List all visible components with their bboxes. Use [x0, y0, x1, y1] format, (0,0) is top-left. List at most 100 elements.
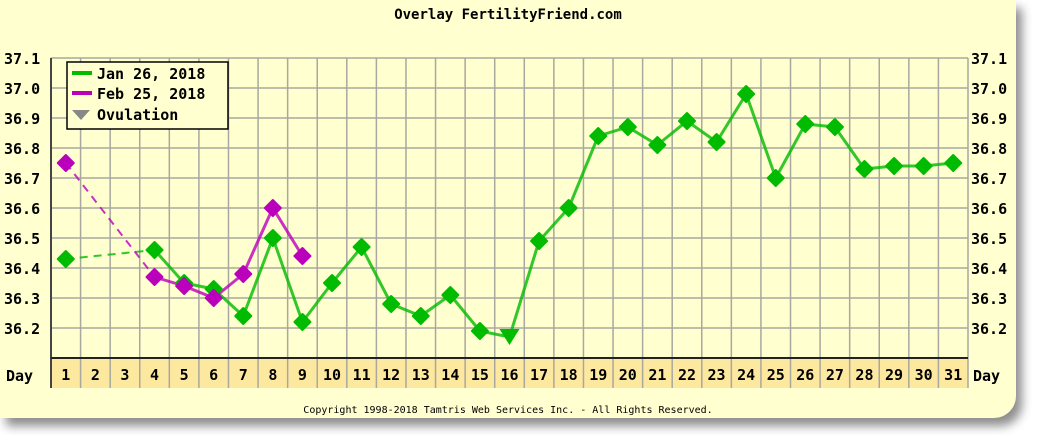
data-point — [234, 307, 253, 325]
x-tick: 23 — [708, 366, 726, 384]
y-tick-right: 37.1 — [971, 50, 1007, 68]
x-tick: 16 — [500, 366, 518, 384]
series-segment — [360, 246, 393, 305]
x-tick: 20 — [619, 366, 637, 384]
x-tick: 18 — [560, 366, 578, 384]
y-tick-right: 36.2 — [971, 320, 1007, 338]
y-tick-right: 36.4 — [971, 260, 1007, 278]
series-segment — [330, 246, 363, 284]
series-segment — [833, 126, 866, 170]
x-tick: 31 — [944, 366, 962, 384]
data-point — [234, 265, 253, 283]
legend-label-feb: Feb 25, 2018 — [97, 85, 205, 103]
series-segment — [567, 135, 600, 209]
data-point — [677, 112, 696, 130]
x-tick: 17 — [530, 366, 548, 384]
data-point — [56, 250, 75, 268]
data-point — [737, 85, 756, 103]
x-tick: 2 — [91, 366, 100, 384]
data-point — [855, 160, 874, 178]
x-axis-label-left: Day — [6, 367, 33, 385]
legend-label-jan: Jan 26, 2018 — [97, 65, 205, 83]
y-tick-right: 36.8 — [971, 140, 1007, 158]
data-point — [56, 154, 75, 172]
x-tick: 10 — [323, 366, 341, 384]
y-tick-left: 36.8 — [4, 140, 40, 158]
y-tick-left: 37.1 — [4, 50, 40, 68]
data-point — [382, 295, 401, 313]
legend-label-ovulation: Ovulation — [97, 106, 178, 124]
x-tick: 5 — [180, 366, 189, 384]
series-segment — [271, 237, 304, 323]
x-tick: 21 — [648, 366, 666, 384]
series-segment — [271, 207, 304, 257]
series-segment — [241, 207, 275, 275]
x-tick: 13 — [412, 366, 430, 384]
chart-title: Overlay FertilityFriend.com — [394, 7, 622, 23]
data-point — [470, 322, 489, 340]
data-point — [589, 127, 608, 145]
data-point — [293, 247, 312, 265]
y-tick-left: 36.4 — [4, 260, 40, 278]
data-point — [618, 118, 637, 136]
x-axis-label-right: Day — [973, 367, 1000, 385]
y-tick-right: 36.5 — [971, 230, 1007, 248]
y-tick-left: 36.6 — [4, 200, 40, 218]
data-point — [944, 154, 963, 172]
x-tick: 25 — [767, 366, 785, 384]
y-tick-left: 36.7 — [4, 170, 40, 188]
x-tick: 9 — [298, 366, 307, 384]
data-point — [796, 115, 815, 133]
ovulation-marker — [499, 329, 520, 345]
data-point — [411, 307, 430, 325]
data-point — [175, 277, 194, 295]
y-tick-right: 36.7 — [971, 170, 1007, 188]
copyright: Copyright 1998-2018 Tamtris Web Services… — [303, 405, 712, 416]
data-point — [559, 199, 578, 217]
data-point — [914, 157, 933, 175]
x-tick: 14 — [441, 366, 459, 384]
x-tick: 27 — [826, 366, 844, 384]
x-tick: 3 — [120, 366, 129, 384]
x-tick: 19 — [589, 366, 607, 384]
series-segment — [241, 237, 275, 317]
data-point — [885, 157, 904, 175]
y-tick-left: 36.2 — [4, 320, 40, 338]
y-tick-right: 36.6 — [971, 200, 1007, 218]
series-segment — [65, 162, 156, 278]
legend: Jan 26, 2018 Feb 25, 2018 Ovulation — [66, 61, 229, 130]
ovulation-triangle-icon — [72, 110, 90, 120]
y-tick-left: 36.3 — [4, 290, 40, 308]
data-point — [766, 169, 785, 187]
x-tick: 28 — [855, 366, 873, 384]
data-point — [648, 136, 667, 154]
y-tick-right: 37.0 — [971, 80, 1007, 98]
x-tick: 8 — [268, 366, 277, 384]
x-tick: 26 — [796, 366, 814, 384]
x-tick: 15 — [471, 366, 489, 384]
data-point — [707, 133, 726, 151]
y-tick-left: 36.5 — [4, 230, 40, 248]
series-segment — [744, 93, 778, 179]
data-point — [825, 118, 844, 136]
x-tick: 29 — [885, 366, 903, 384]
x-tick: 12 — [382, 366, 400, 384]
day-row — [51, 358, 968, 388]
series-segment — [449, 294, 482, 332]
x-tick: 24 — [737, 366, 755, 384]
data-point — [145, 268, 164, 286]
x-tick: 4 — [150, 366, 159, 384]
series-segment — [153, 248, 186, 285]
data-point — [352, 238, 371, 256]
x-tick: 6 — [209, 366, 218, 384]
series-segment — [537, 206, 570, 243]
series-segment — [301, 282, 334, 323]
data-point — [145, 241, 164, 259]
y-tick-left: 37.0 — [4, 80, 40, 98]
data-point — [204, 289, 223, 307]
series-segment — [508, 240, 541, 338]
series-segment — [715, 93, 748, 143]
y-tick-right: 36.9 — [971, 110, 1007, 128]
x-tick: 22 — [678, 366, 696, 384]
